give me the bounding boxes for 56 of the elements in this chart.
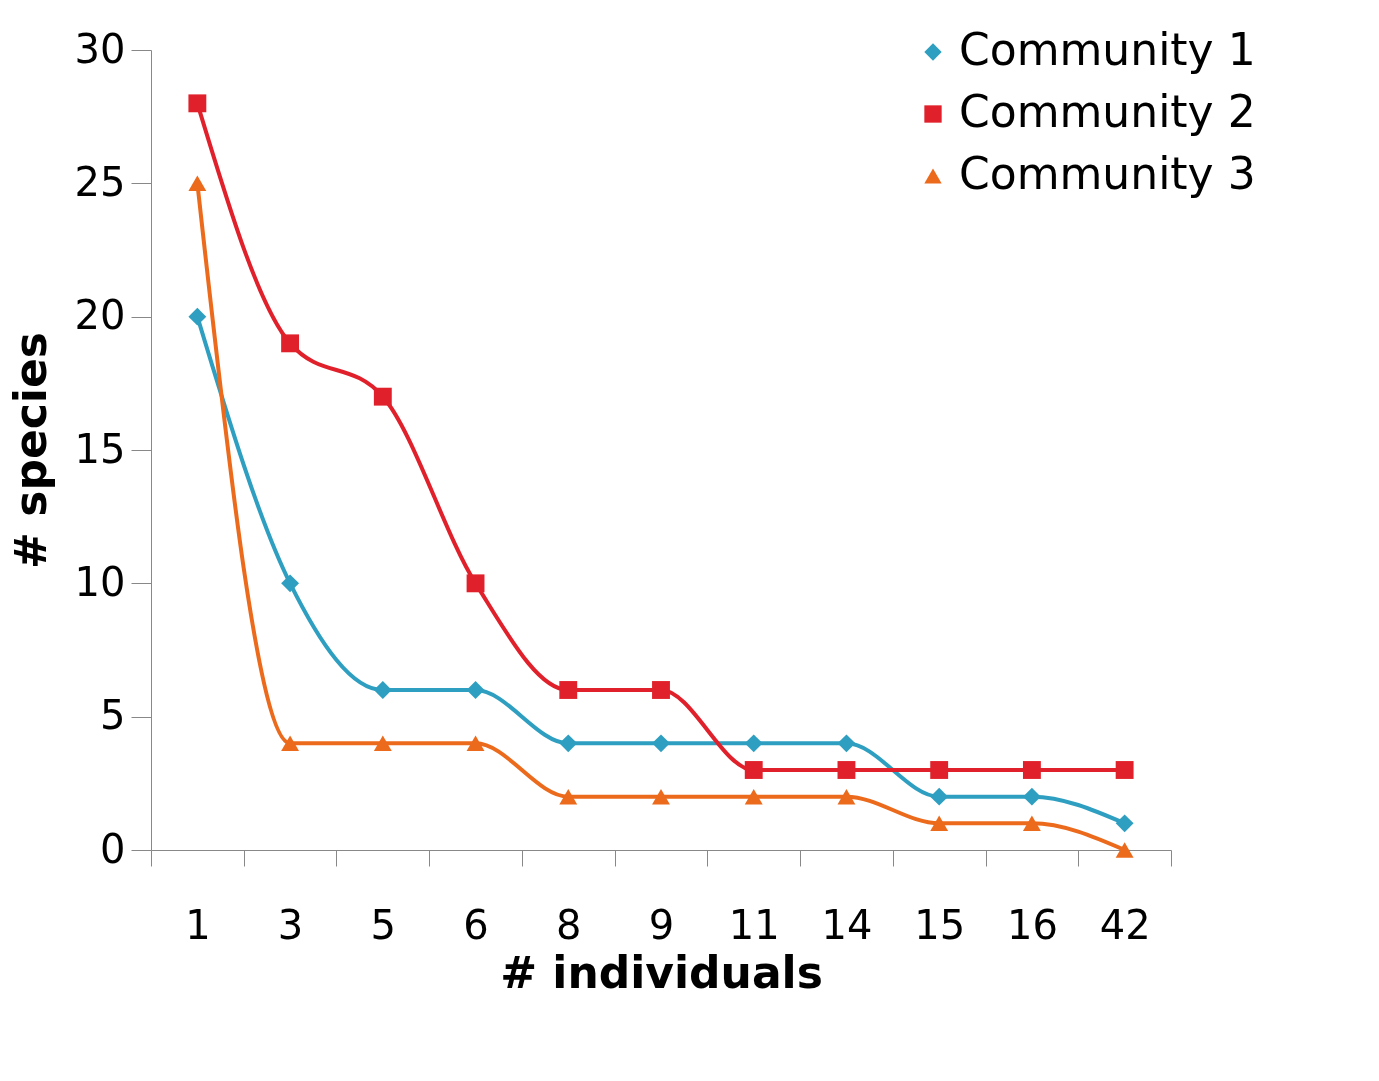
x-tick-label: 6 (463, 901, 489, 948)
point (1115, 814, 1134, 833)
point (559, 734, 578, 753)
point (281, 334, 300, 353)
point (373, 387, 392, 406)
point (373, 681, 392, 699)
point (744, 788, 763, 805)
x-tick-label: 14 (821, 901, 873, 948)
point (930, 761, 949, 779)
x-tick-label: 9 (648, 901, 675, 948)
point (837, 788, 856, 805)
point (837, 761, 856, 779)
x-tick-label: 16 (1006, 901, 1058, 948)
point (281, 574, 300, 593)
point (652, 681, 670, 699)
y-axis-title: # species (4, 332, 56, 569)
point (930, 815, 949, 832)
y-tick-label: 20 (74, 292, 126, 339)
point (1115, 761, 1134, 779)
x-tick-label: 42 (1099, 901, 1151, 948)
y-tick-label: 10 (74, 558, 126, 605)
point (837, 734, 856, 753)
point (188, 175, 207, 192)
y-tick-label: 25 (74, 158, 126, 205)
x-tick-label: 15 (914, 901, 966, 948)
point (1115, 842, 1134, 858)
x-tick-label: 1 (185, 901, 211, 948)
point (188, 94, 207, 113)
x-tick-label: 8 (556, 901, 582, 948)
legend-label: Community 2 (959, 86, 1256, 137)
point (652, 734, 670, 753)
x-tick-label: 5 (370, 901, 397, 948)
point (744, 734, 763, 753)
x-tick-label: 3 (277, 901, 304, 948)
point (466, 574, 485, 593)
point (188, 307, 207, 326)
y-tick-label: 0 (100, 825, 126, 872)
x-axis-title: # individuals (500, 946, 823, 998)
point (1022, 761, 1041, 779)
point (559, 681, 578, 699)
point (559, 788, 578, 805)
legend-label: Community 3 (959, 148, 1256, 199)
y-tick-label: 30 (74, 25, 126, 72)
point (281, 735, 300, 752)
x-tick-label: 11 (728, 901, 780, 948)
legend-label: Community 1 (959, 24, 1256, 75)
y-tick-label: 5 (100, 692, 126, 739)
point (466, 681, 485, 699)
y-tick-label: 15 (74, 425, 126, 472)
point (744, 761, 763, 779)
point (1022, 815, 1041, 832)
point (930, 787, 949, 806)
point (652, 788, 670, 805)
point (373, 735, 392, 752)
point (466, 735, 485, 752)
point (1022, 787, 1041, 806)
